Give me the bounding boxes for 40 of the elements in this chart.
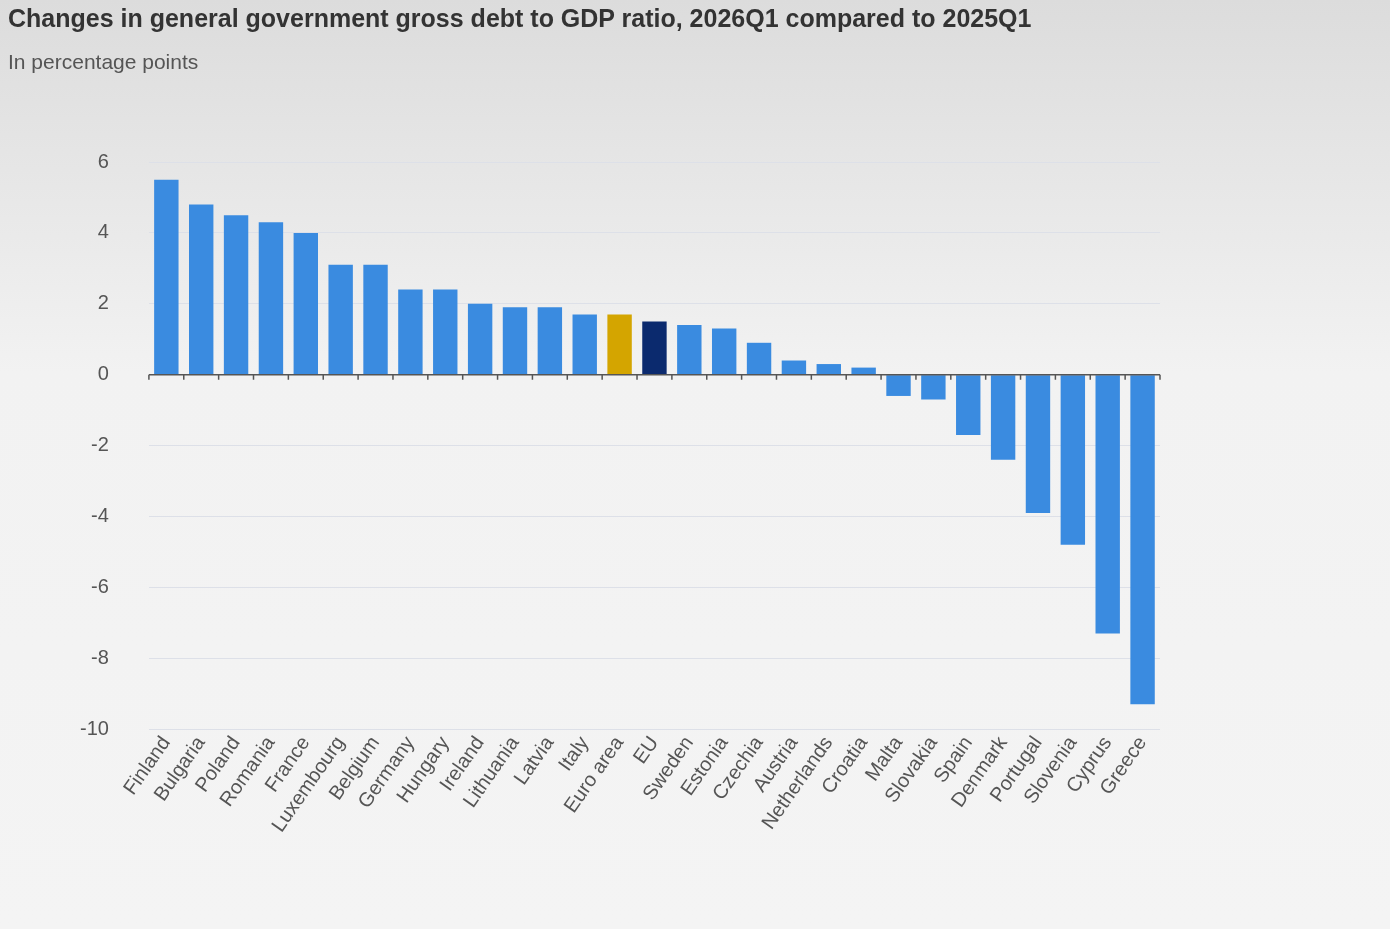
- bar: [1130, 375, 1155, 705]
- bar: [642, 321, 667, 375]
- bar: [921, 375, 946, 400]
- bar: [677, 325, 702, 375]
- bar: [1025, 375, 1051, 513]
- chart-subtitle: In percentage points: [8, 50, 199, 74]
- bar: [328, 264, 353, 375]
- y-tick-label: -2: [91, 433, 109, 456]
- bar: [189, 204, 214, 375]
- bar: [363, 264, 388, 375]
- bar: [990, 375, 1016, 460]
- bar: [467, 303, 493, 375]
- bar: [607, 314, 632, 375]
- bar: [154, 179, 179, 375]
- y-tick-label: 6: [97, 149, 109, 172]
- y-tick-label: 0: [97, 362, 109, 385]
- bar: [293, 232, 318, 375]
- bar: [537, 307, 563, 375]
- bar: [433, 289, 458, 375]
- bar: [851, 367, 876, 375]
- bar: [258, 222, 284, 375]
- bar: [502, 307, 528, 375]
- bar: [223, 215, 249, 375]
- bar: [781, 360, 807, 375]
- bar: [572, 314, 597, 375]
- bar: [398, 289, 423, 375]
- y-tick-label: -6: [91, 574, 109, 597]
- y-tick-label: 4: [97, 220, 109, 243]
- y-tick-label: 2: [97, 291, 109, 314]
- bar: [711, 328, 737, 375]
- bar: [956, 375, 981, 435]
- bar: [816, 364, 841, 375]
- bar: [746, 342, 772, 375]
- y-tick-label: -8: [91, 645, 109, 668]
- bar: [886, 375, 911, 396]
- bar: [1060, 375, 1086, 545]
- chart-title: Changes in general government gross debt to GDP ratio, 2026Q1 compared to 2025Q1: [8, 4, 1032, 33]
- bar: [1095, 375, 1120, 634]
- y-tick-label: -4: [91, 503, 109, 526]
- y-tick-label: -10: [80, 716, 109, 739]
